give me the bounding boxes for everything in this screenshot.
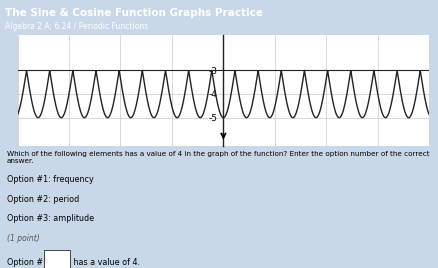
Text: Which of the following elements has a value of 4 in the graph of the function? E: Which of the following elements has a va…: [7, 151, 429, 164]
Text: Option #3: amplitude: Option #3: amplitude: [7, 214, 94, 223]
Text: Option #1: frequency: Option #1: frequency: [7, 175, 93, 184]
Text: has a value of 4.: has a value of 4.: [71, 258, 140, 267]
FancyBboxPatch shape: [44, 250, 70, 268]
Text: (1 point): (1 point): [7, 234, 39, 243]
Text: Algebra 2 A; 6.24 / Periodic Functions: Algebra 2 A; 6.24 / Periodic Functions: [5, 22, 148, 31]
Text: Option #2: period: Option #2: period: [7, 195, 79, 204]
Text: The Sine & Cosine Function Graphs Practice: The Sine & Cosine Function Graphs Practi…: [5, 8, 263, 18]
Text: Option #: Option #: [7, 258, 42, 267]
